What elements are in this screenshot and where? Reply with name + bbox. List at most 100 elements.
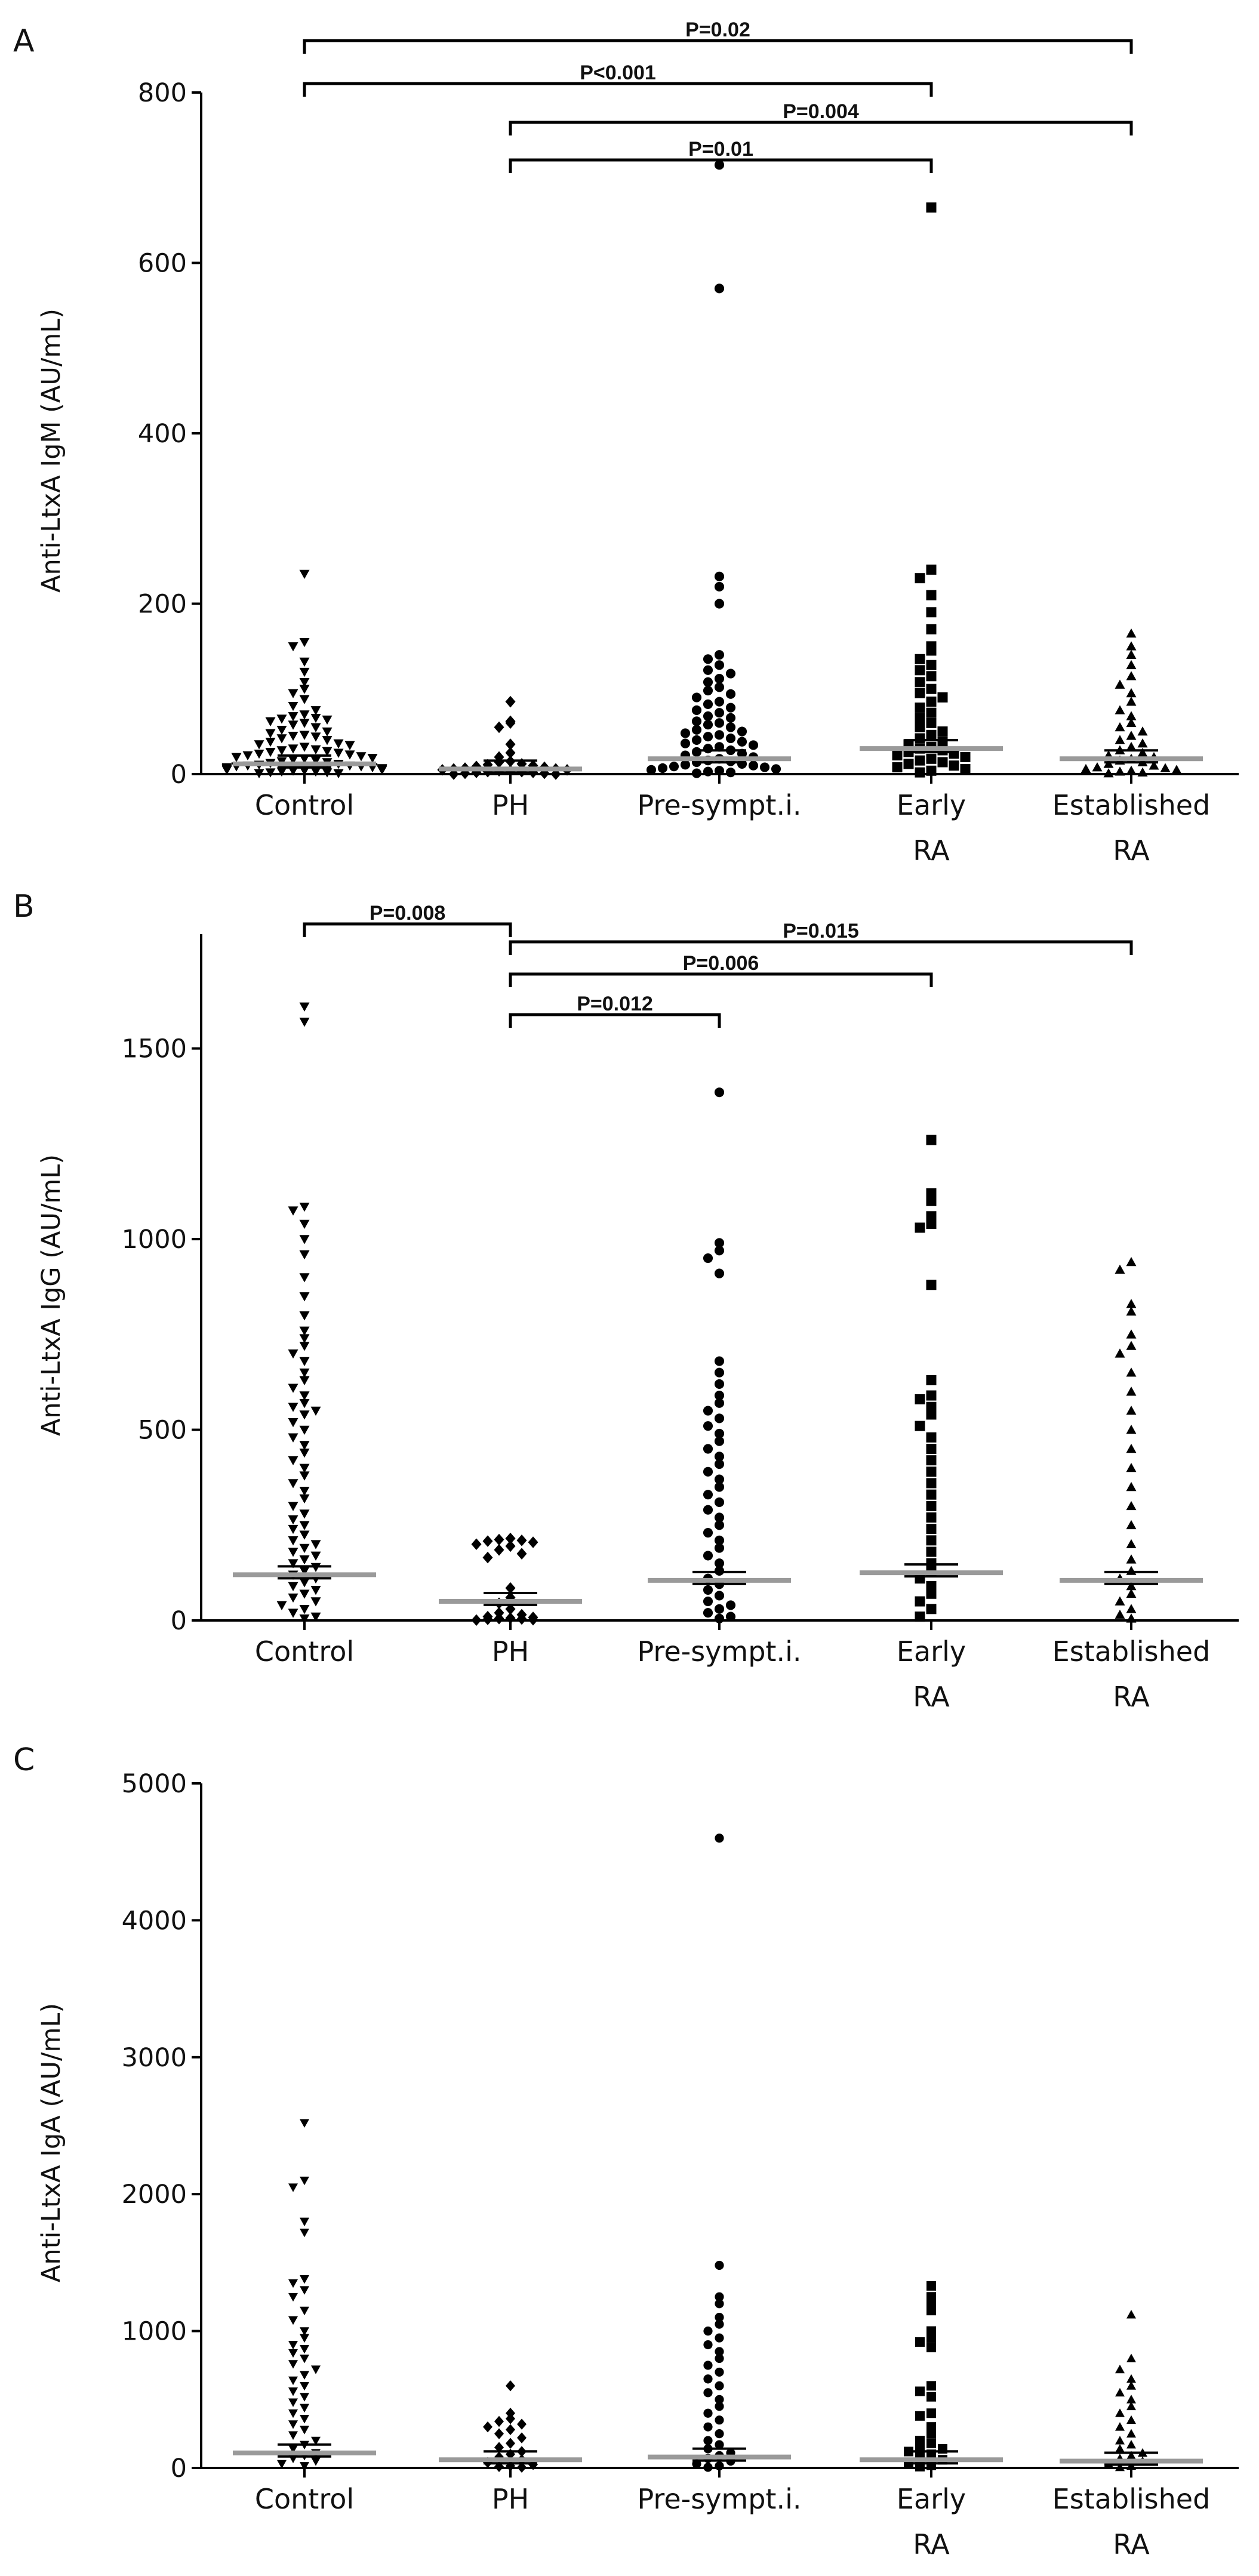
x-tick-label: Established (1052, 789, 1211, 821)
data-point (725, 722, 736, 732)
data-point (299, 1391, 310, 1401)
data-point (288, 1536, 298, 1546)
data-point (748, 740, 759, 750)
data-point (926, 1588, 937, 1599)
data-point (691, 705, 702, 716)
data-point (926, 2343, 936, 2353)
data-point (1137, 726, 1148, 736)
data-point (926, 1512, 937, 1523)
data-point (926, 1188, 937, 1198)
data-point (759, 762, 770, 772)
data-point (715, 2440, 724, 2449)
data-point (276, 1601, 287, 1610)
data-point (703, 1421, 713, 1431)
x-tick-label: RA (1113, 1681, 1150, 1713)
panel-c-letter: C (13, 1742, 35, 1778)
panel-c-y-axis-label: Anti-LtxA IgA (AU/mL) (36, 2003, 66, 2282)
data-point (703, 2388, 713, 2398)
data-point (322, 715, 333, 725)
data-point (1115, 722, 1125, 732)
significance-label: P=0.02 (685, 19, 750, 41)
data-point (926, 624, 937, 634)
data-point (714, 1512, 725, 1523)
data-point (300, 2275, 309, 2284)
data-point (1115, 1596, 1125, 1606)
y-tick-label: 1000 (122, 2317, 187, 2347)
data-point (1115, 1264, 1125, 1274)
data-point (300, 2286, 309, 2295)
data-point (276, 767, 287, 777)
data-point (926, 2281, 936, 2291)
data-point (300, 2415, 309, 2424)
data-point (703, 2374, 713, 2384)
data-point (299, 731, 310, 740)
data-point (1149, 760, 1159, 770)
data-point (725, 702, 736, 713)
panel-a-letter: A (13, 23, 35, 59)
data-point (310, 767, 321, 777)
data-point (288, 1548, 298, 1557)
data-point (299, 1530, 310, 1540)
data-point (669, 762, 679, 772)
data-point (714, 1604, 725, 1614)
data-point (494, 756, 504, 768)
data-point (505, 717, 516, 729)
data-point (517, 2461, 527, 2473)
data-point (937, 757, 948, 768)
data-point (714, 284, 725, 294)
data-point (377, 766, 387, 775)
data-point (299, 719, 310, 728)
data-point (915, 1222, 925, 1233)
data-point (926, 707, 937, 718)
data-point (1115, 1348, 1125, 1358)
data-point (276, 725, 287, 735)
x-tick-label: PH (492, 1635, 529, 1668)
data-point (714, 160, 725, 170)
data-point (299, 1399, 310, 1409)
data-point (299, 1471, 310, 1481)
data-point (322, 736, 333, 745)
data-point (299, 1357, 310, 1367)
data-point (915, 722, 925, 732)
data-point (657, 763, 668, 774)
data-point (926, 717, 937, 728)
data-point (715, 2415, 724, 2425)
data-point (288, 689, 298, 698)
data-point (288, 712, 298, 722)
data-point (703, 2436, 713, 2445)
data-point (299, 1441, 310, 1450)
data-point (299, 754, 310, 764)
data-point (288, 2183, 298, 2192)
data-point (748, 760, 759, 771)
data-point (505, 738, 516, 750)
data-point (926, 590, 937, 600)
data-point (288, 2409, 298, 2418)
data-point (915, 2441, 925, 2451)
data-point (915, 688, 925, 698)
data-point (288, 1582, 298, 1591)
data-point (714, 1390, 725, 1401)
data-point (300, 2176, 309, 2186)
data-point (1126, 1367, 1137, 1377)
data-point (703, 1527, 713, 1538)
data-point (714, 1268, 725, 1278)
data-point (1126, 1406, 1137, 1415)
y-tick-label: 2000 (122, 2180, 187, 2210)
data-point (367, 754, 378, 763)
data-point (949, 760, 959, 771)
x-tick-label: Established (1052, 2483, 1211, 2515)
x-tick-label: Control (255, 2483, 354, 2515)
data-point (288, 744, 298, 754)
data-point (715, 2333, 724, 2343)
data-point (691, 768, 702, 778)
x-tick-label: Pre-sympt.i. (638, 1635, 802, 1668)
y-tick-label: 4000 (122, 1906, 187, 1936)
data-point (937, 692, 948, 703)
data-point (1115, 2436, 1125, 2445)
data-point (926, 1581, 937, 1591)
data-point (299, 1614, 310, 1624)
data-point (310, 1563, 321, 1573)
data-point (300, 2404, 309, 2413)
data-point (1126, 2401, 1136, 2411)
data-point (482, 1551, 493, 1564)
